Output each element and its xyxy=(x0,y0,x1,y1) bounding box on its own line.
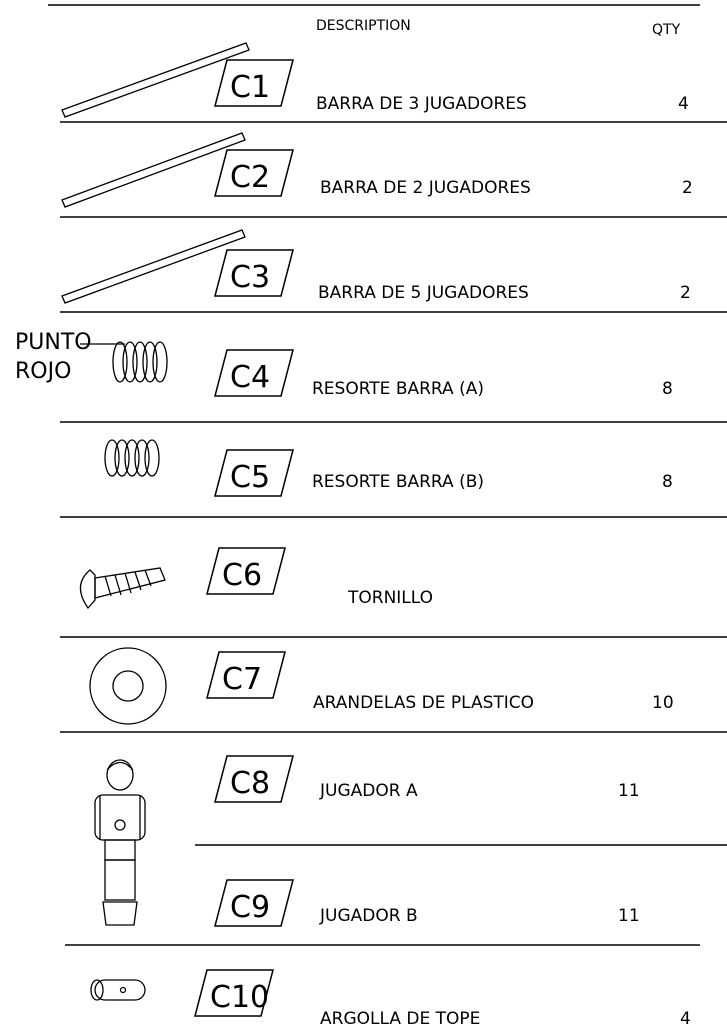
part-qty: 8 xyxy=(662,472,673,492)
part-code: C4 xyxy=(230,360,270,395)
part-qty: 10 xyxy=(652,693,674,713)
part-description: BARRA DE 5 JUGADORES xyxy=(318,283,529,303)
code-box xyxy=(214,449,294,497)
part-code: C10 xyxy=(210,980,269,1015)
part-description: TORNILLO xyxy=(347,588,433,608)
code-box xyxy=(214,59,294,107)
part-description: JUGADOR B xyxy=(319,906,418,926)
part-qty: 4 xyxy=(680,1009,691,1029)
code-box xyxy=(194,969,274,1017)
part-description: ARGOLLA DE TOPE xyxy=(320,1009,480,1029)
part-description: BARRA DE 2 JUGADORES xyxy=(320,178,531,198)
annotation: ROJO xyxy=(15,359,71,384)
header-qty: QTY xyxy=(652,22,681,38)
part-qty: 4 xyxy=(678,94,689,114)
code-box xyxy=(214,149,294,197)
part-code: C1 xyxy=(230,70,270,105)
part-code: C9 xyxy=(230,890,270,925)
code-box xyxy=(206,651,286,699)
part-qty: 11 xyxy=(618,781,640,801)
code-box xyxy=(214,755,294,803)
part-qty: 8 xyxy=(662,379,673,399)
code-box xyxy=(214,879,294,927)
part-qty: 2 xyxy=(682,178,693,198)
part-qty: 2 xyxy=(680,283,691,303)
part-description: RESORTE BARRA (A) xyxy=(312,379,484,399)
code-box xyxy=(206,547,286,595)
part-code: C6 xyxy=(222,558,262,593)
part-code: C3 xyxy=(230,260,270,295)
part-description: JUGADOR A xyxy=(319,781,418,801)
illustrations xyxy=(48,4,727,1001)
part-code: C2 xyxy=(230,160,270,195)
part-description: ARANDELAS DE PLASTICO xyxy=(313,693,534,713)
code-box xyxy=(214,249,294,297)
part-qty: 11 xyxy=(618,906,640,926)
annotation: PUNTO xyxy=(15,330,92,355)
part-code: C5 xyxy=(230,460,270,495)
part-code: C7 xyxy=(222,662,262,697)
part-code: C8 xyxy=(230,766,270,801)
code-box xyxy=(214,349,294,397)
part-description: RESORTE BARRA (B) xyxy=(312,472,484,492)
header-description: DESCRIPTION xyxy=(316,18,411,34)
part-description: BARRA DE 3 JUGADORES xyxy=(316,94,527,114)
